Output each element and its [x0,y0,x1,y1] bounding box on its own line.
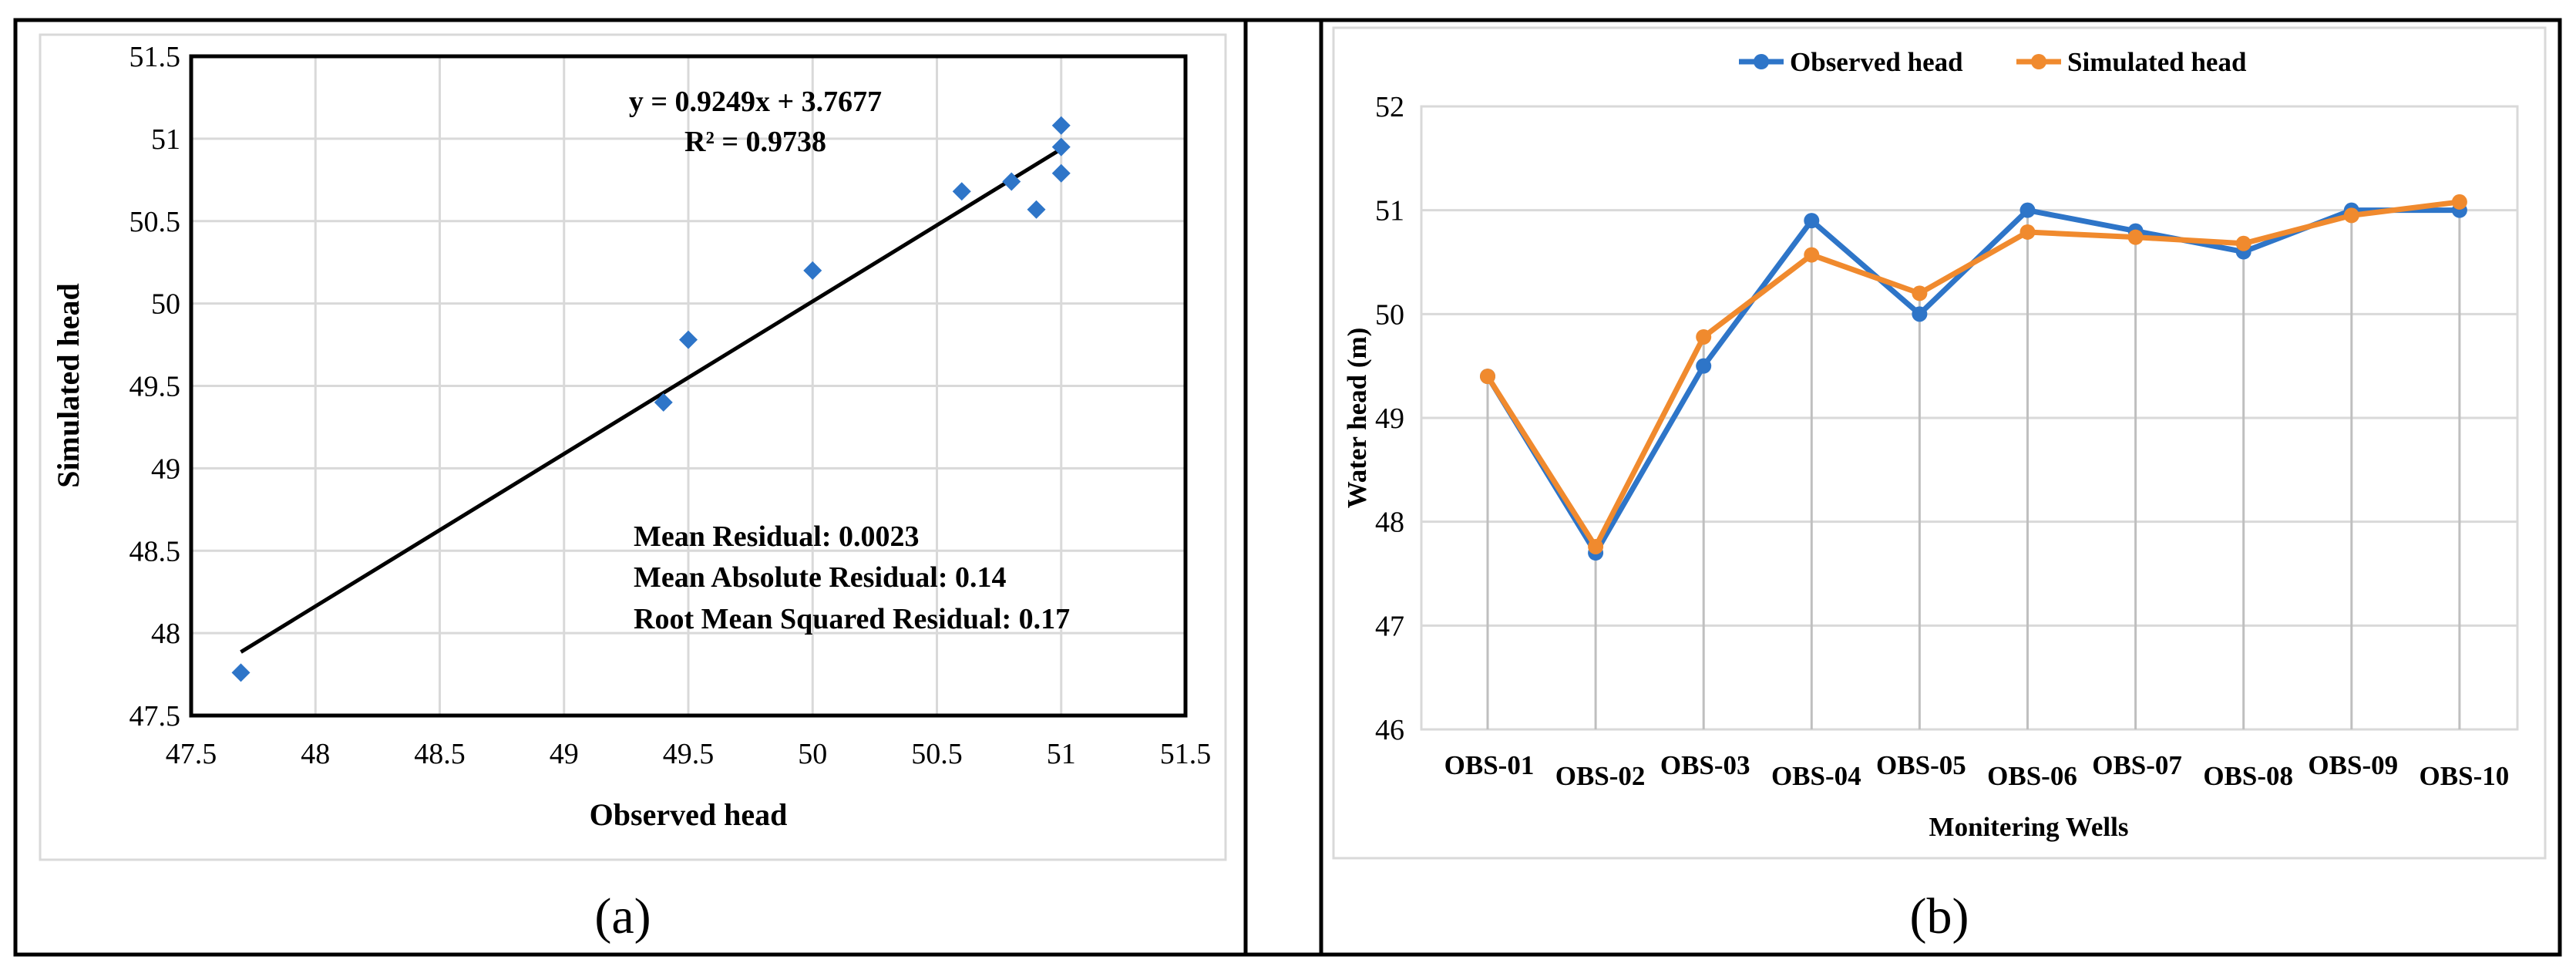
x-category-label: OBS-04 [1771,761,1861,791]
series-marker [1696,358,1712,374]
panel-a-label: (a) [594,888,651,945]
panel-a-grid [191,56,1185,716]
panel-b-x-axis-title: Monitering Wells [1929,812,2129,842]
x-tick-label: 50.5 [911,738,963,770]
legend: Observed head Simulated head [1739,47,2247,77]
x-tick-label: 48 [301,738,330,770]
x-tick-label: 49 [550,738,579,770]
data-point [952,182,971,201]
y-tick-label: 49 [1375,402,1404,435]
panel-a-chart-area [39,33,1227,861]
series-marker [2451,194,2467,210]
x-category-label: OBS-02 [1555,761,1646,791]
legend-label-observed: Observed head [1790,47,1963,77]
panel-a-scatter: 47.5 48 48.5 49 49.5 50 50.5 51 51.5 47.54848.54… [39,33,1227,945]
series-marker [2235,235,2251,251]
data-point [1027,200,1046,219]
y-tick-label: 52 [1375,91,1404,123]
series-line [1485,199,2460,550]
x-tick-label: 48.5 [414,738,466,770]
x-category-label: OBS-01 [1444,750,1535,780]
series-marker [1480,369,1495,385]
panel-a-x-ticks: 47.5 48 48.5 49 49.5 50 50.5 51 51.5 [166,738,1212,770]
series-marker [2019,202,2036,218]
r-squared: R² = 0.9738 [684,126,826,158]
x-tick-label: 47.5 [166,738,217,770]
x-category-label: OBS-05 [1876,750,1966,780]
data-point [654,392,673,412]
x-tick-label: 49.5 [663,738,715,770]
data-point [231,663,251,682]
x-tick-label: 50 [798,738,827,770]
legend-marker-observed [1754,54,1769,69]
trendline [240,147,1063,654]
series-marker [1912,306,1928,322]
legend-item-simulated: Simulated head [2016,47,2247,77]
panel-a-x-axis-title: Observed head [590,797,788,832]
data-point [1051,116,1071,135]
y-tick-label: 50.5 [129,206,181,238]
y-tick-label: 51 [1375,195,1404,227]
x-category-label: OBS-03 [1660,750,1750,780]
y-tick-label: 51 [151,123,180,156]
x-category-label: OBS-10 [2420,761,2510,791]
x-category-label: OBS-06 [1987,761,2077,791]
y-tick-label: 49 [151,453,180,485]
series-marker [1804,247,1820,263]
stat-mean-absolute-residual: Mean Absolute Residual: 0.14 [634,561,1006,594]
panel-a-y-axis-title: Simulated head [51,283,86,488]
series-marker [1696,328,1712,345]
panel-b-chart-area [1332,26,2547,860]
y-tick-label: 48.5 [129,535,181,567]
panel-b-y-axis-title: Water head (m) [1342,328,1372,509]
panel-b-plot-frame [1420,105,2519,731]
y-tick-label: 50 [151,288,180,321]
panel-b-drop-lines [1486,201,2461,729]
legend-item-observed: Observed head [1739,47,1963,77]
x-category-label: OBS-09 [2308,750,2398,780]
data-point [1051,163,1071,183]
regression-equation: y = 0.9249x + 3.7677 [629,86,882,118]
panel-b-label: (b) [1910,888,1969,945]
y-tick-label: 50 [1375,298,1404,331]
x-category-label: OBS-07 [2092,750,2182,780]
series-marker [2127,229,2144,245]
y-tick-label: 48 [1375,507,1404,539]
series-marker [1588,538,1604,554]
y-tick-label: 51.5 [129,41,181,73]
data-point [803,261,822,280]
y-tick-label: 46 [1375,714,1404,746]
legend-label-simulated: Simulated head [2067,47,2247,77]
y-tick-label: 48 [151,618,180,650]
panel-b-x-ticks: OBS-01 OBS-02 OBS-03 OBS-04 OBS-05 OBS-06 OBS-… [1444,750,2510,791]
panel-a-points [231,116,1071,682]
y-tick-label: 47 [1375,610,1404,642]
data-point [679,330,698,349]
x-tick-label: 51.5 [1160,738,1212,770]
series-marker [1912,285,1928,301]
legend-marker-simulated [2031,54,2046,69]
x-tick-label: 51 [1047,738,1076,770]
data-point [1051,137,1071,157]
series-marker [2343,207,2359,224]
series-marker [1804,213,1820,229]
stat-rms-residual: Root Mean Squared Residual: 0.17 [634,603,1070,635]
panel-b-y-ticks: 46 47 48 49 50 51 52 [1375,91,1404,746]
data-point [1002,172,1021,191]
series-marker [2019,224,2036,240]
panel-b-series [1480,194,2467,561]
figure-border [13,18,2562,957]
y-tick-label: 47.5 [129,700,181,732]
x-category-label: OBS-08 [2203,761,2293,791]
panel-a-y-ticks: 47.5 48 48.5 49 49.5 50 50.5 51 51.5 [129,41,181,732]
stat-mean-residual: Mean Residual: 0.0023 [634,520,920,553]
panel-a-plot-frame [189,54,1188,718]
panel-b-grid [1421,209,2517,627]
y-tick-label: 49.5 [129,371,181,403]
